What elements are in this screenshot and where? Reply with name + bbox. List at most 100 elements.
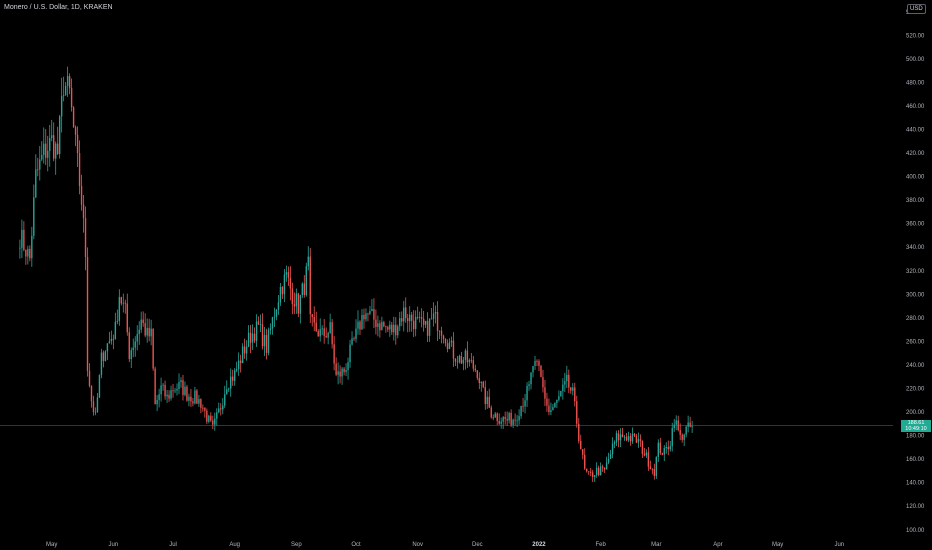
- candle-body: [528, 384, 529, 386]
- candle-body: [139, 330, 140, 334]
- symbol-title[interactable]: Monero / U.S. Dollar, 1D, KRAKEN: [4, 4, 113, 11]
- candle-body: [481, 382, 482, 383]
- candle-body: [662, 453, 663, 454]
- candle-body: [582, 449, 583, 455]
- candle-body: [97, 397, 98, 411]
- price-tick-label: 320.00: [906, 269, 925, 275]
- candle-body: [99, 375, 100, 397]
- candle-body: [103, 353, 104, 361]
- price-tick-label: 140.00: [906, 481, 925, 487]
- candle-body: [131, 350, 132, 359]
- candle-body: [228, 389, 229, 390]
- candle-body: [85, 218, 86, 257]
- candle-body: [568, 375, 569, 388]
- candle-body: [164, 385, 165, 396]
- price-tick-label: 340.00: [906, 245, 925, 251]
- price-tick-label: 220.00: [906, 386, 925, 392]
- candle-body: [646, 452, 647, 455]
- candle-body: [685, 427, 686, 435]
- candle-body: [79, 153, 80, 186]
- candle-body: [681, 435, 682, 440]
- candle-body: [238, 361, 239, 370]
- candle-body: [526, 386, 527, 400]
- candle-body: [25, 250, 26, 257]
- candle-body: [146, 328, 147, 336]
- candle-body: [391, 325, 392, 333]
- candle-body: [500, 422, 501, 424]
- candle-body: [121, 297, 122, 303]
- candle-body: [236, 369, 237, 370]
- candle-body: [666, 447, 667, 448]
- price-tick-label: 460.00: [906, 104, 925, 110]
- candle-body: [77, 135, 78, 153]
- candle-body: [560, 391, 561, 396]
- candle-body: [489, 397, 490, 408]
- candle-body: [473, 360, 474, 368]
- time-tick-label: May: [46, 542, 57, 548]
- candle-body: [101, 353, 102, 375]
- candle-body: [578, 424, 579, 441]
- candle-body: [256, 321, 257, 340]
- candle-body: [73, 107, 74, 127]
- candle-body: [196, 390, 197, 403]
- candle-body: [618, 433, 619, 440]
- candle-body: [610, 454, 611, 459]
- candle-body: [359, 322, 360, 330]
- candle-body: [61, 96, 62, 116]
- candle-body: [208, 416, 209, 422]
- candle-body: [433, 313, 434, 318]
- candle-body: [232, 377, 233, 381]
- time-tick-label: Apr: [713, 542, 722, 548]
- time-axis[interactable]: May Jun Jul Aug Sep Oct Nov Dec 2022 Feb Mar Apr May…: [46, 542, 844, 548]
- candle-body: [252, 334, 253, 343]
- candle-body: [141, 320, 142, 330]
- candle-body: [626, 437, 627, 440]
- candle-body: [588, 471, 589, 472]
- candle-body: [41, 155, 42, 160]
- candle-body: [630, 436, 631, 441]
- candle-body: [294, 304, 295, 306]
- candle-body: [95, 412, 96, 413]
- candle-body: [35, 169, 36, 197]
- candle-body: [29, 249, 30, 258]
- candle-body: [552, 407, 553, 410]
- price-tick-label: 440.00: [906, 127, 925, 133]
- candle-body: [556, 400, 557, 403]
- candle-body: [538, 361, 539, 366]
- candle-body: [107, 343, 108, 351]
- price-axis[interactable]: 100.00 120.00 140.00 160.00 180.00 200.00 220.…: [906, 10, 925, 534]
- candle-body: [278, 302, 279, 309]
- candle-body: [355, 329, 356, 339]
- candle-body: [483, 382, 484, 387]
- candle-body: [385, 326, 386, 327]
- candle-body: [137, 334, 138, 341]
- candle-body: [654, 469, 655, 476]
- price-tick-label: 180.00: [906, 434, 925, 440]
- candle-body: [224, 394, 225, 405]
- currency-badge[interactable]: USD: [907, 4, 926, 14]
- time-tick-label: Jul: [169, 542, 177, 548]
- candle-body: [499, 421, 500, 424]
- price-tick-label: 240.00: [906, 363, 925, 369]
- candle-body: [598, 468, 599, 475]
- candle-body: [357, 322, 358, 329]
- candle-body: [129, 332, 130, 359]
- candle-body: [594, 475, 595, 477]
- candle-body: [93, 401, 94, 412]
- candle-body: [407, 318, 408, 321]
- candle-body: [634, 434, 635, 436]
- candle-body: [127, 303, 128, 332]
- candle-body: [349, 345, 350, 363]
- candle-body: [596, 468, 597, 475]
- candle-body: [264, 335, 265, 346]
- candle-body: [304, 284, 305, 295]
- candle-body: [477, 370, 478, 378]
- candle-body: [176, 389, 177, 391]
- candle-body: [504, 417, 505, 419]
- candle-body: [260, 324, 261, 325]
- time-tick-label: Sep: [291, 542, 302, 548]
- candle-body: [246, 347, 247, 354]
- candle-body: [270, 328, 271, 329]
- candle-body: [363, 315, 364, 319]
